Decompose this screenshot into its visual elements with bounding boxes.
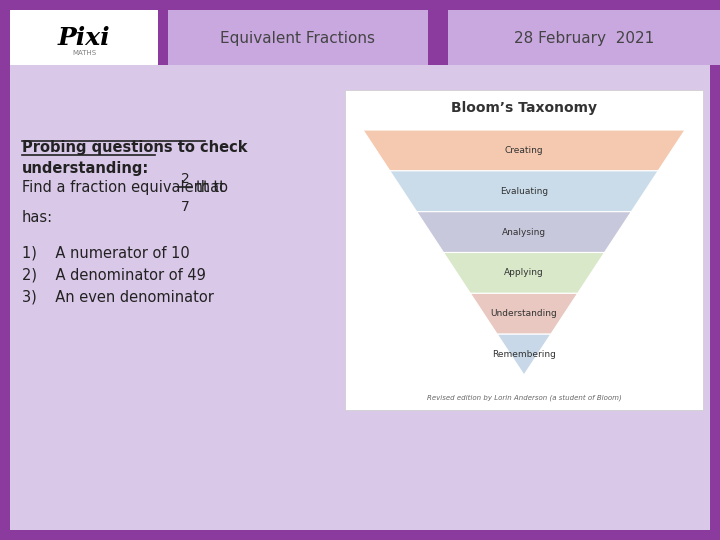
Text: Remembering: Remembering — [492, 350, 556, 359]
Text: 2: 2 — [181, 172, 189, 186]
Text: that: that — [196, 180, 226, 195]
FancyBboxPatch shape — [10, 10, 158, 65]
Text: 2)    A denominator of 49: 2) A denominator of 49 — [22, 267, 206, 282]
Text: 7: 7 — [181, 200, 189, 214]
Text: Pixi: Pixi — [58, 26, 110, 50]
Text: Analysing: Analysing — [502, 227, 546, 237]
Text: 1)    A numerator of 10: 1) A numerator of 10 — [22, 245, 190, 260]
Text: Applying: Applying — [504, 268, 544, 278]
Polygon shape — [498, 334, 551, 375]
Text: Find a fraction equivalent to: Find a fraction equivalent to — [22, 180, 228, 195]
Text: Revised edition by Lorin Anderson (a student of Bloom): Revised edition by Lorin Anderson (a stu… — [427, 395, 621, 401]
Text: Probing questions to check
understanding:: Probing questions to check understanding… — [22, 140, 248, 176]
FancyBboxPatch shape — [168, 10, 428, 65]
Text: has:: has: — [22, 210, 53, 225]
Polygon shape — [417, 212, 631, 253]
FancyBboxPatch shape — [448, 10, 720, 65]
Polygon shape — [444, 253, 605, 293]
Text: Creating: Creating — [505, 146, 544, 155]
Text: Equivalent Fractions: Equivalent Fractions — [220, 30, 376, 45]
Polygon shape — [390, 171, 658, 212]
FancyBboxPatch shape — [10, 65, 710, 530]
Text: MATHS: MATHS — [72, 50, 96, 56]
FancyBboxPatch shape — [345, 90, 703, 410]
Text: Evaluating: Evaluating — [500, 187, 548, 195]
Text: Understanding: Understanding — [490, 309, 557, 318]
Text: 28 February  2021: 28 February 2021 — [514, 30, 654, 45]
Text: 3)    An even denominator: 3) An even denominator — [22, 289, 214, 304]
Polygon shape — [470, 293, 577, 334]
Text: Bloom’s Taxonomy: Bloom’s Taxonomy — [451, 101, 597, 115]
Polygon shape — [363, 130, 685, 171]
